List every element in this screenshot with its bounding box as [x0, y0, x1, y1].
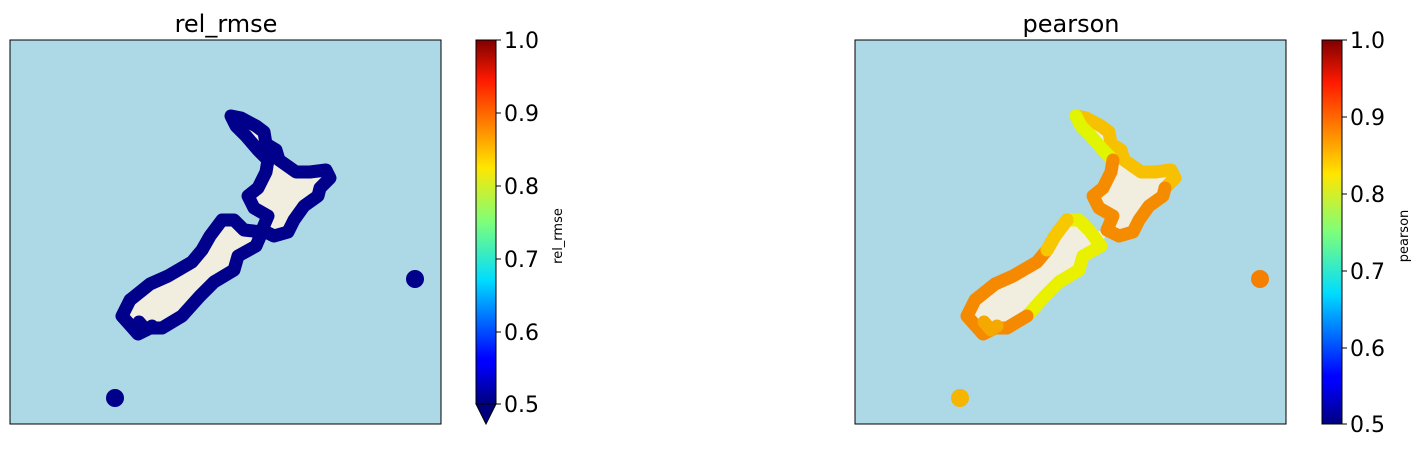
map-title: pearson: [1023, 10, 1120, 38]
north-island-west-points: [1086, 153, 1120, 237]
south-coast-points: [132, 315, 159, 337]
colorbar-gradient: [475, 39, 497, 405]
colorbar-tick-label: 0.7: [504, 248, 539, 273]
colorbar-tick-label: 1.0: [1350, 29, 1385, 54]
colorbar-label: rel_rmse: [551, 208, 566, 264]
chatham-islands-points: [406, 270, 424, 288]
colorbar-tick-label: 0.5: [504, 393, 539, 418]
colorbar-label: pearson: [1397, 210, 1412, 263]
south-coast-points: [977, 315, 1004, 337]
stewart-island-points: [951, 389, 969, 407]
colorbar-extend-min: [475, 403, 497, 426]
colorbar: 1.0 0.9 0.8 0.7 0.6 0.5 pearson: [1321, 29, 1412, 438]
stewart-island-points: [106, 389, 124, 407]
colorbar-tick-label: 0.9: [504, 102, 539, 127]
colorbar-tick-label: 0.6: [1350, 337, 1385, 362]
north-island-east-points: [1100, 181, 1172, 243]
station-points: [106, 116, 424, 407]
colorbar-tick-label: 0.6: [504, 321, 539, 346]
colorbar-tick-label: 0.7: [1350, 260, 1385, 285]
south-island-east-points: [1020, 213, 1108, 323]
south-island-nw-points: [1040, 213, 1074, 257]
colorbar-tick-label: 0.9: [1350, 106, 1385, 131]
north-island-north-points: [1069, 109, 1182, 195]
station-points: [951, 109, 1269, 407]
colorbar-gradient: [1321, 39, 1343, 425]
colorbar-tick-label: 1.0: [504, 29, 539, 54]
map-panel-pearson: pearson: [854, 10, 1412, 438]
map-title: rel_rmse: [175, 10, 278, 38]
colorbar-tick-label: 0.5: [1350, 413, 1385, 438]
map-panel-rel-rmse: rel_rmse 1.0 0.9: [9, 10, 566, 426]
colorbar: 1.0 0.9 0.8 0.7 0.6 0.5 rel_rmse: [475, 29, 566, 426]
north-island-northwest-points: [1069, 109, 1120, 167]
colorbar-tick-label: 0.8: [504, 175, 539, 200]
colorbar-tick-label: 0.8: [1350, 183, 1385, 208]
chatham-islands-points: [1251, 270, 1269, 288]
